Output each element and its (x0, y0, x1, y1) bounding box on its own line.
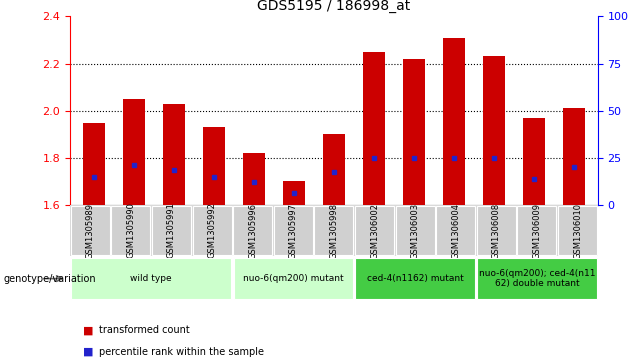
Bar (477, 205, 516, 256)
Bar (403, 59, 425, 205)
Text: ■: ■ (83, 325, 93, 335)
Text: nuo-6(qm200); ced-4(n11
62) double mutant: nuo-6(qm200); ced-4(n11 62) double mutan… (479, 269, 595, 288)
Text: GSM1305990: GSM1305990 (127, 203, 135, 258)
Text: nuo-6(qm200) mutant: nuo-6(qm200) mutant (243, 274, 343, 283)
Bar (274, 205, 313, 256)
Bar (163, 103, 185, 205)
Bar (436, 205, 475, 256)
Text: GSM1305998: GSM1305998 (329, 203, 338, 258)
Bar (203, 127, 225, 205)
Text: GSM1306002: GSM1306002 (370, 203, 379, 258)
Bar (233, 258, 353, 299)
Bar (477, 258, 597, 299)
Text: genotype/variation: genotype/variation (3, 274, 96, 284)
Bar (152, 205, 191, 256)
Bar (314, 205, 354, 256)
Text: GSM1306004: GSM1306004 (451, 203, 460, 258)
Bar (71, 205, 110, 256)
Bar (363, 52, 385, 205)
Bar (443, 37, 465, 205)
Bar (83, 122, 105, 205)
Bar (243, 153, 265, 205)
Bar (356, 258, 475, 299)
Text: GSM1305996: GSM1305996 (248, 203, 257, 258)
Text: GSM1306009: GSM1306009 (532, 203, 541, 258)
Bar (193, 205, 232, 256)
Bar (71, 258, 231, 299)
Bar (283, 182, 305, 205)
Bar (355, 205, 394, 256)
Text: GSM1305992: GSM1305992 (207, 203, 217, 258)
Text: transformed count: transformed count (99, 325, 190, 335)
Text: ■: ■ (83, 347, 93, 357)
Bar (518, 205, 556, 256)
Text: GSM1305997: GSM1305997 (289, 203, 298, 258)
Text: wild type: wild type (130, 274, 172, 283)
Bar (483, 56, 505, 205)
Bar (558, 205, 597, 256)
Text: GSM1306010: GSM1306010 (573, 203, 582, 258)
Text: GSM1306008: GSM1306008 (492, 203, 501, 258)
Bar (111, 205, 150, 256)
Bar (396, 205, 434, 256)
Bar (323, 134, 345, 205)
Text: GSM1305991: GSM1305991 (167, 203, 176, 258)
Bar (233, 205, 272, 256)
Text: GSM1305989: GSM1305989 (86, 203, 95, 258)
Text: percentile rank within the sample: percentile rank within the sample (99, 347, 263, 357)
Text: GSM1306003: GSM1306003 (411, 203, 420, 258)
Text: ced-4(n1162) mutant: ced-4(n1162) mutant (367, 274, 464, 283)
Title: GDS5195 / 186998_at: GDS5195 / 186998_at (258, 0, 410, 13)
Bar (563, 108, 585, 205)
Bar (123, 99, 145, 205)
Bar (523, 118, 545, 205)
